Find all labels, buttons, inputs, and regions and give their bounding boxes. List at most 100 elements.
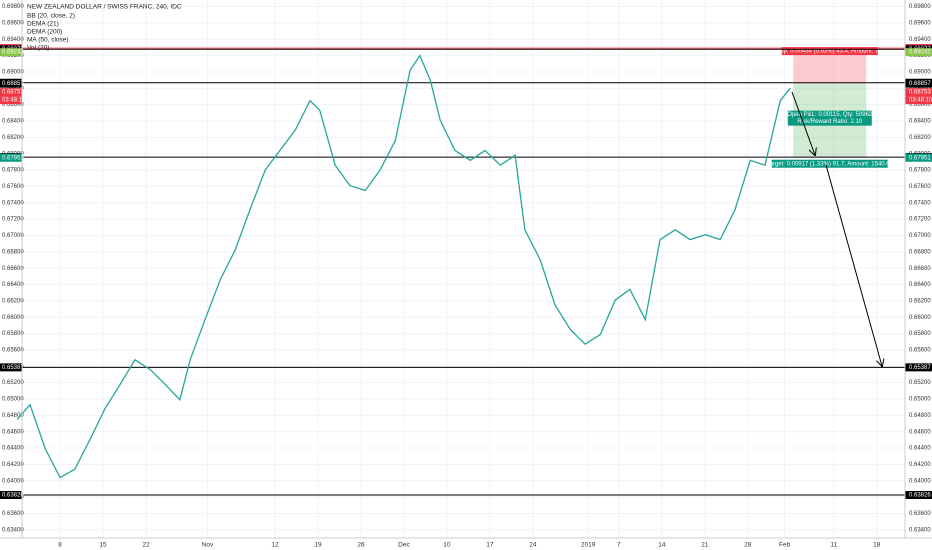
y-tick-label: 0.67600 (909, 184, 931, 190)
price-badge (905, 153, 932, 162)
y-tick-label: 0.69000 (909, 70, 931, 76)
price-badge-label: 0.68857 (909, 81, 931, 87)
y-tick-label: 0.69600 (2, 20, 24, 26)
y-tick-label: 0.64000 (909, 478, 931, 484)
x-tick-label: 17 (486, 542, 494, 549)
y-tick-label: 0.69200 (909, 53, 931, 59)
arrow (791, 91, 815, 155)
y-tick-label: 0.64400 (2, 446, 24, 452)
price-badge-label: 0.63826 (2, 493, 24, 499)
x-tick-label: 24 (529, 542, 537, 549)
price-badge-label: 0.69242 (909, 50, 931, 56)
y-tick-label: 0.68200 (909, 135, 931, 141)
stop-label-bg (781, 47, 878, 56)
y-tick-label: 0.66200 (2, 298, 24, 304)
x-tick-label: 8 (58, 542, 62, 549)
indicator: DEMA (21) (27, 21, 59, 28)
price-badge (905, 363, 932, 372)
y-tick-label: 0.66800 (909, 249, 931, 255)
price-badge-label: 0.67951 (909, 155, 931, 161)
y-tick-label: 0.65800 (909, 331, 931, 337)
indicator: BB (20, close, 2) (27, 13, 75, 20)
y-tick-label: 0.64600 (2, 429, 24, 435)
x-tick-label: 18 (873, 542, 881, 549)
y-tick-label: 0.66600 (909, 266, 931, 272)
y-tick-label: 0.69000 (2, 70, 24, 76)
y-tick-label: 0.67000 (2, 233, 24, 239)
x-tick-label: 14 (658, 542, 666, 549)
target-label: Target: 0.00917 (1.33%) 91.7, Amount: 15… (767, 161, 894, 167)
y-tick-label: 0.65000 (909, 397, 931, 403)
y-tick-label: 0.68200 (2, 135, 24, 141)
x-tick-label: Dec (398, 542, 410, 549)
y-tick-label: 0.64800 (909, 413, 931, 419)
price-badge (0, 153, 22, 162)
y-tick-label: 0.69400 (909, 37, 931, 43)
price-badge (905, 88, 932, 97)
price-badge (905, 48, 932, 57)
price-badge-label: 0.68753 (2, 90, 24, 96)
x-tick-label: 19 (314, 542, 322, 549)
chart-title: NEW ZEALAND DOLLAR / SWISS FRANC, 240, I… (27, 4, 182, 11)
y-tick-label: 0.65800 (2, 331, 24, 337)
price-badge (0, 363, 22, 372)
indicator: Vol (20) (27, 45, 49, 52)
y-tick-label: 0.66400 (2, 282, 24, 288)
y-tick-label: 0.66000 (2, 315, 24, 321)
target-label-bg (771, 159, 888, 168)
y-tick-label: 0.69200 (2, 53, 24, 59)
x-tick-label: 11 (830, 542, 837, 549)
x-tick-label: 28 (744, 542, 752, 549)
y-tick-label: 0.63600 (909, 511, 931, 517)
price-badge-label: 0.67951 (2, 155, 24, 161)
y-tick-label: 0.68400 (909, 119, 931, 125)
x-tick-label: 12 (271, 542, 279, 549)
x-tick-label: 7 (617, 542, 621, 549)
x-tick-label: 26 (357, 542, 365, 549)
x-tick-label: 2019 (581, 542, 596, 549)
indicator: DEMA (200) (27, 29, 62, 36)
y-tick-label: 0.66200 (909, 298, 931, 304)
y-tick-label: 0.64200 (2, 462, 24, 468)
x-tick-label: Nov (202, 542, 214, 549)
indicator: MA (50, close) (27, 37, 69, 44)
y-tick-label: 0.67600 (2, 184, 24, 190)
x-tick-label: Feb (779, 542, 791, 549)
y-tick-label: 0.65000 (2, 397, 24, 403)
price-badge (0, 48, 22, 57)
y-tick-label: 0.66600 (2, 266, 24, 272)
pnl-label: Open P&L: 0.00115, Qty: 50962 (787, 112, 873, 118)
y-tick-label: 0.69600 (909, 20, 931, 26)
y-tick-label: 0.65200 (2, 380, 24, 386)
x-tick-label: 22 (142, 542, 150, 549)
x-tick-label: 15 (99, 542, 107, 549)
y-tick-label: 0.64600 (909, 429, 931, 435)
countdown: 03:48:10 (909, 98, 932, 104)
price-badge (905, 79, 932, 88)
y-tick-label: 0.67800 (909, 168, 931, 174)
price-badge (0, 490, 22, 499)
y-tick-label: 0.67200 (909, 217, 931, 223)
countdown-bg (905, 96, 932, 105)
price-badge-label: 0.69242 (2, 50, 24, 56)
y-tick-label: 0.68600 (909, 102, 931, 108)
price-badge-label: 0.65387 (909, 365, 931, 371)
arrow (825, 164, 882, 366)
price-badge-label: 0.68857 (2, 81, 24, 87)
y-tick-label: 0.69400 (2, 37, 24, 43)
y-tick-label: 0.65600 (909, 348, 931, 354)
price-badge-label: 0.63826 (909, 493, 931, 499)
y-tick-label: 0.68600 (2, 102, 24, 108)
x-tick-label: 10 (443, 542, 451, 549)
countdown-bg (0, 96, 22, 105)
y-tick-label: 0.67000 (909, 233, 931, 239)
y-tick-label: 0.67200 (2, 217, 24, 223)
legend: NEW ZEALAND DOLLAR / SWISS FRANC, 240, I… (27, 4, 182, 52)
y-tick-label: 0.65200 (909, 380, 931, 386)
y-tick-label: 0.68400 (2, 119, 24, 125)
y-tick-label: 0.67800 (2, 168, 24, 174)
countdown: 03:48:10 (2, 98, 26, 104)
y-tick-label: 0.63600 (2, 511, 24, 517)
